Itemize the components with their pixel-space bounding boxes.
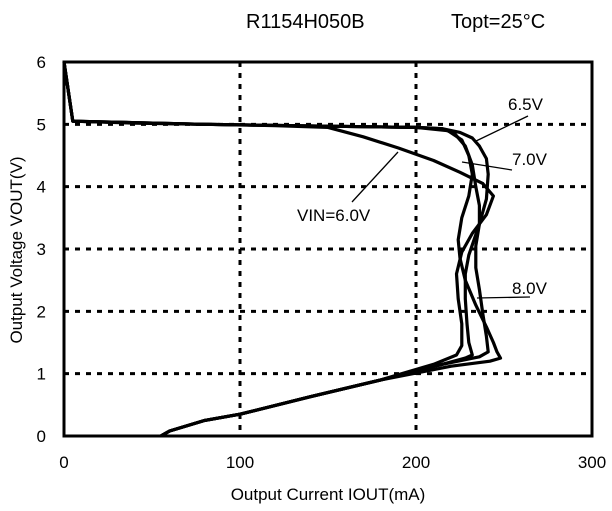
callout-leader [473,115,529,143]
x-tick-label: 0 [59,453,68,472]
plot-frame [62,60,594,438]
y-tick-label: 6 [37,53,46,72]
callout-leader [461,161,513,171]
x-tick-label: 100 [226,453,254,472]
series-label: 6.5V [508,95,544,114]
y-tick-label: 2 [37,302,46,321]
callouts: 6.5V 7.0V VIN=6.0V 8.0V [297,95,548,299]
series-label: 7.0V [512,150,548,169]
tick-labels: 0 100 200 300 0 1 2 3 4 5 6 [37,53,607,472]
series-label: VIN=6.0V [297,206,371,225]
grid-lines [64,62,592,436]
part-number-label: R1154H050B [246,11,365,33]
callout-leader [351,151,399,203]
y-tick-label: 3 [37,240,46,259]
series-line [62,61,503,438]
y-axis-title: Output Voltage VOUT(V) [7,156,26,343]
x-tick-label: 200 [402,453,430,472]
curves [62,61,503,438]
condition-label: Topt=25°C [451,11,545,33]
x-axis-title: Output Current IOUT(mA) [231,485,426,504]
series-label: 8.0V [512,279,548,298]
y-tick-label: 5 [37,115,46,134]
y-tick-label: 1 [37,365,46,384]
x-tick-label: 300 [578,453,606,472]
y-tick-label: 0 [37,427,46,446]
y-tick-label: 4 [37,178,46,197]
callout-leader [476,296,531,299]
